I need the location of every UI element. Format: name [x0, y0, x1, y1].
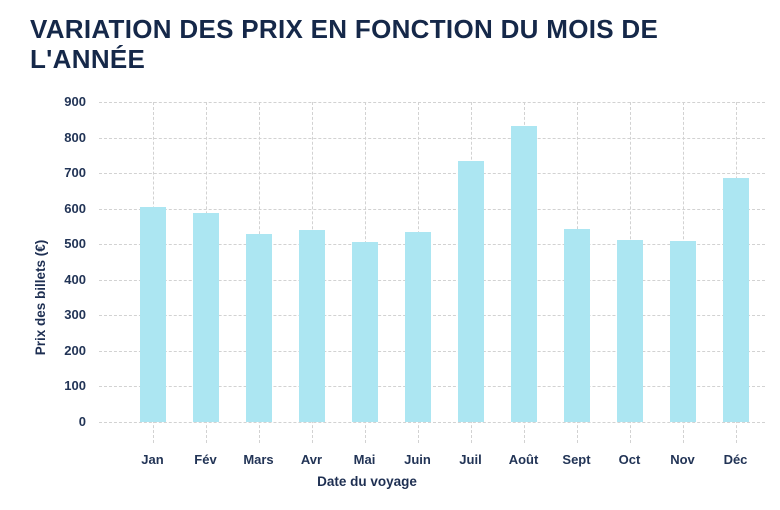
- bar: [616, 239, 643, 422]
- y-axis-title: Prix des billets (€): [33, 239, 48, 356]
- x-tick-label: Oct: [618, 452, 641, 467]
- y-gridline: [99, 208, 765, 210]
- y-tick-label: 600: [64, 200, 86, 216]
- y-gridline: [99, 102, 765, 103]
- page-title: VARIATION DES PRIX EN FONCTION DU MOIS D…: [30, 14, 659, 74]
- x-tick-label: Juil: [459, 452, 482, 467]
- y-tick-label: 900: [64, 94, 86, 109]
- y-tick-label: 0: [78, 414, 86, 429]
- x-tick-label: Nov: [670, 452, 695, 467]
- bar: [139, 206, 166, 422]
- x-tick-label: Fév: [194, 452, 217, 467]
- bar: [298, 230, 325, 422]
- x-axis-title: Date du voyage: [317, 474, 417, 489]
- bar: [722, 178, 749, 422]
- y-gridline: [99, 137, 765, 139]
- y-gridline: [99, 244, 765, 246]
- y-gridline: [99, 173, 765, 175]
- bar: [510, 125, 537, 422]
- x-tick-label: Avr: [300, 452, 323, 467]
- bar: [404, 232, 431, 422]
- bar: [669, 240, 696, 422]
- x-tick-label: Mai: [353, 452, 376, 467]
- y-tick-label: 400: [64, 271, 86, 287]
- y-tick-label: 700: [64, 165, 86, 181]
- y-tick-label: 500: [64, 236, 86, 252]
- y-gridline: [99, 422, 765, 423]
- x-tick-label: Jan: [141, 452, 164, 467]
- y-tick-label: 800: [64, 129, 86, 145]
- y-tick-label: 100: [64, 378, 86, 394]
- bar: [192, 212, 219, 422]
- x-tick-label: Déc: [723, 452, 748, 467]
- bar: [457, 160, 484, 422]
- x-tick-label: Sept: [562, 452, 591, 467]
- y-gridline: [99, 386, 765, 388]
- y-gridline: [99, 315, 765, 317]
- bar: [351, 242, 378, 422]
- bar: [245, 234, 272, 422]
- x-tick-label: Mars: [243, 452, 274, 467]
- y-gridline: [99, 350, 765, 352]
- y-tick-label: 200: [64, 342, 86, 358]
- x-tick-label: Juin: [404, 452, 431, 467]
- x-tick-label: Août: [508, 452, 539, 467]
- y-gridline: [99, 279, 765, 281]
- bar: [563, 228, 590, 422]
- y-tick-label: 300: [64, 307, 86, 323]
